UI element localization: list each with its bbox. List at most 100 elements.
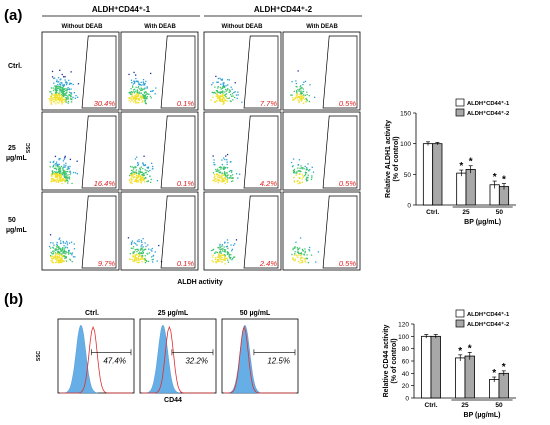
gate-region	[322, 195, 358, 269]
scatter-plot-cell: 0.5%	[282, 31, 361, 111]
scatter-plot-cell: 7.7%	[203, 31, 282, 111]
y-tick-label: 20	[402, 383, 410, 390]
x-tick-label: 50	[496, 209, 504, 216]
histogram-percentage: 32.2%	[185, 356, 208, 365]
significance-mark: *	[459, 161, 463, 172]
bar	[421, 335, 432, 399]
x-tick-label: 25	[462, 209, 470, 216]
gate-region	[160, 35, 196, 109]
y-axis-label: Relative ALDH1 activity	[385, 120, 392, 198]
x-tick-label: Ctrl.	[425, 402, 438, 409]
cd44-bar-chart: 0 20 40 60 80 100 120 Relative CD44 activity (% …	[383, 309, 516, 419]
legend-label: ALDH⁺CD44⁺-1	[467, 100, 510, 107]
gate-percentage: 0.5%	[339, 99, 356, 108]
flow-cytometry-grid: 30.4% 0.1% 7.7% 0.5% 16.4% 0.1% 4.2% 0.5% 9.7% 0.…	[41, 31, 361, 271]
significance-mark: *	[458, 346, 462, 357]
significance-mark: *	[492, 368, 496, 379]
y-axis-label: (% of control)	[393, 136, 400, 181]
gate-percentage: 30.4%	[94, 99, 116, 108]
scatter-plot-cell: 2.4%	[203, 191, 282, 271]
gate-region	[81, 195, 117, 269]
row-label-25-unit: µg/mL	[6, 155, 27, 162]
group-2-header: ALDH⁺CD44⁺-2	[254, 5, 313, 14]
bar	[464, 355, 475, 399]
row-label-25: 25	[8, 145, 16, 152]
legend-label: ALDH⁺CD44⁺-2	[467, 110, 509, 117]
scatter-plot-cell: 0.1%	[120, 31, 199, 111]
gate-percentage: 0.1%	[177, 179, 194, 188]
gate-region	[243, 35, 279, 109]
significance-mark: *	[502, 362, 506, 373]
panel-b-label: (b)	[4, 291, 23, 308]
bar	[456, 172, 467, 206]
bar	[432, 143, 443, 206]
y-tick-label: 50	[404, 172, 412, 179]
bar	[422, 143, 434, 206]
significance-mark: *	[469, 157, 473, 168]
bar	[430, 335, 441, 399]
histogram-percentage: 12.5%	[267, 356, 290, 365]
significance-mark: *	[493, 172, 497, 183]
aldh-axis-label: ALDH activity	[177, 279, 223, 286]
scatter-plot-cell: 30.4%	[41, 31, 120, 111]
y-tick-label: 60	[402, 359, 410, 366]
gate-region	[81, 115, 117, 189]
gate-region	[243, 115, 279, 189]
histogram-percentage: 47.4%	[103, 356, 126, 365]
panel-a-label: (a)	[4, 7, 22, 24]
legend-swatch	[455, 319, 465, 328]
hist-title: Ctrl.	[85, 310, 99, 317]
gate-region	[81, 35, 117, 109]
scatter-plot-cell: 16.4%	[41, 111, 120, 191]
control-histogram	[224, 324, 263, 394]
group-1-header: ALDH⁺CD44⁺-1	[92, 5, 151, 14]
x-axis-label: BP (µg/mL)	[464, 412, 501, 419]
row-label-50: 50	[8, 217, 16, 224]
control-histogram	[142, 324, 181, 394]
x-axis-label: BP (µg/mL)	[464, 219, 501, 226]
scatter-plot-cell: 0.1%	[120, 191, 199, 271]
y-axis-label: (% of control)	[391, 338, 398, 383]
gate-region	[322, 35, 358, 109]
ssc-axis-label: SSC	[26, 142, 32, 153]
bar	[498, 372, 509, 399]
scatter-plot-cell: 4.2%	[203, 111, 282, 191]
condition-header: With DEAB	[144, 24, 176, 30]
condition-header: With DEAB	[306, 24, 338, 30]
gate-region	[243, 195, 279, 269]
row-label-ctrl: Ctrl.	[8, 63, 22, 70]
scatter-plot-cell: 0.5%	[282, 111, 361, 191]
bar	[455, 357, 466, 399]
cd44-axis-label: CD44	[164, 397, 182, 404]
gate-region	[322, 115, 358, 189]
gate-region	[160, 195, 196, 269]
y-tick-label: 100	[398, 334, 409, 341]
x-tick-label: Ctrl.	[426, 209, 439, 216]
y-tick-label: 120	[398, 322, 409, 329]
legend-swatch	[455, 98, 465, 107]
gate-percentage: 0.1%	[177, 99, 194, 108]
gate-percentage: 0.1%	[177, 259, 194, 268]
gate-percentage: 0.5%	[339, 179, 356, 188]
x-tick-label: 25	[461, 402, 469, 409]
hist-title: 50 µg/mL	[240, 310, 271, 317]
histogram-plot: 32.2%	[139, 318, 217, 394]
row-label-50-unit: µg/mL	[6, 227, 27, 234]
y-tick-label: 80	[402, 346, 410, 353]
gate-region	[160, 115, 196, 189]
significance-mark: *	[468, 343, 472, 354]
scatter-plot-cell: 0.5%	[282, 191, 361, 271]
legend-swatch	[455, 309, 465, 318]
scatter-plot-cell: 0.1%	[120, 111, 199, 191]
y-tick-label: 150	[400, 111, 411, 118]
y-tick-label: 0	[405, 396, 409, 403]
y-axis-label: Relative CD44 activity	[383, 325, 390, 398]
scatter-plot-cell: 9.7%	[41, 191, 120, 271]
control-histogram	[60, 324, 99, 394]
bar	[465, 169, 476, 206]
bar	[489, 379, 500, 399]
significance-mark: *	[502, 175, 506, 186]
hist-ssc-label: SSC	[36, 350, 42, 361]
sample-histogram	[60, 325, 132, 394]
